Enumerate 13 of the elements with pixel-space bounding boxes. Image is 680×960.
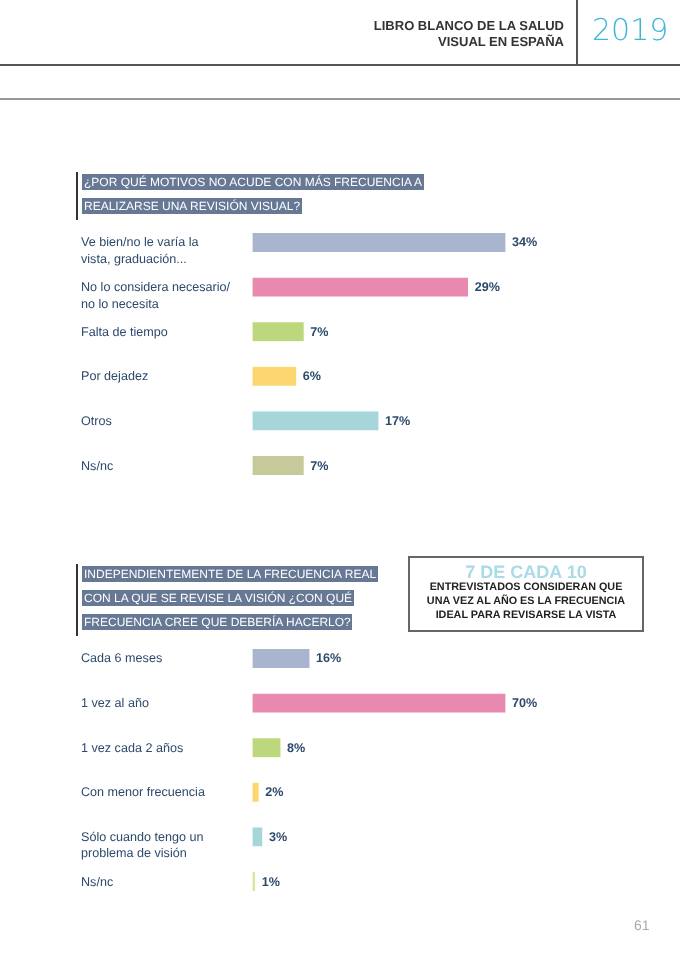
bar — [251, 231, 507, 254]
bar — [251, 410, 380, 432]
bar — [251, 365, 298, 387]
bar — [251, 781, 260, 803]
bar — [251, 454, 305, 477]
text: 2019 — [592, 12, 669, 48]
bar — [251, 276, 470, 298]
bar — [251, 826, 264, 848]
bar — [251, 321, 305, 343]
bar — [251, 647, 311, 670]
bar — [251, 692, 507, 714]
text: 7 DE CADA 10 — [463, 562, 589, 582]
bar — [251, 737, 282, 759]
